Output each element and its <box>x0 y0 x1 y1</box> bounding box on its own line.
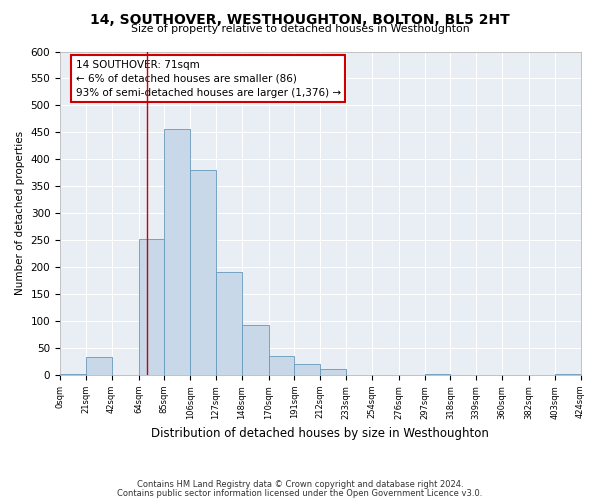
Bar <box>139 239 164 375</box>
Text: Contains public sector information licensed under the Open Government Licence v3: Contains public sector information licen… <box>118 489 482 498</box>
Text: Contains HM Land Registry data © Crown copyright and database right 2024.: Contains HM Land Registry data © Crown c… <box>137 480 463 489</box>
Bar <box>60 374 86 375</box>
Bar <box>502 374 529 375</box>
Bar <box>269 356 295 375</box>
Bar <box>346 374 372 375</box>
Bar <box>164 128 190 375</box>
Bar <box>190 170 216 375</box>
X-axis label: Distribution of detached houses by size in Westhoughton: Distribution of detached houses by size … <box>151 427 489 440</box>
Bar <box>555 374 581 375</box>
Bar <box>86 358 112 375</box>
Bar <box>295 364 320 375</box>
Text: Size of property relative to detached houses in Westhoughton: Size of property relative to detached ho… <box>131 24 469 34</box>
Bar <box>425 374 451 375</box>
Text: 14 SOUTHOVER: 71sqm
← 6% of detached houses are smaller (86)
93% of semi-detache: 14 SOUTHOVER: 71sqm ← 6% of detached hou… <box>76 60 341 98</box>
Bar <box>242 325 269 375</box>
Y-axis label: Number of detached properties: Number of detached properties <box>15 131 25 296</box>
Text: 14, SOUTHOVER, WESTHOUGHTON, BOLTON, BL5 2HT: 14, SOUTHOVER, WESTHOUGHTON, BOLTON, BL5… <box>90 12 510 26</box>
Bar <box>216 272 242 375</box>
Bar <box>320 368 346 375</box>
